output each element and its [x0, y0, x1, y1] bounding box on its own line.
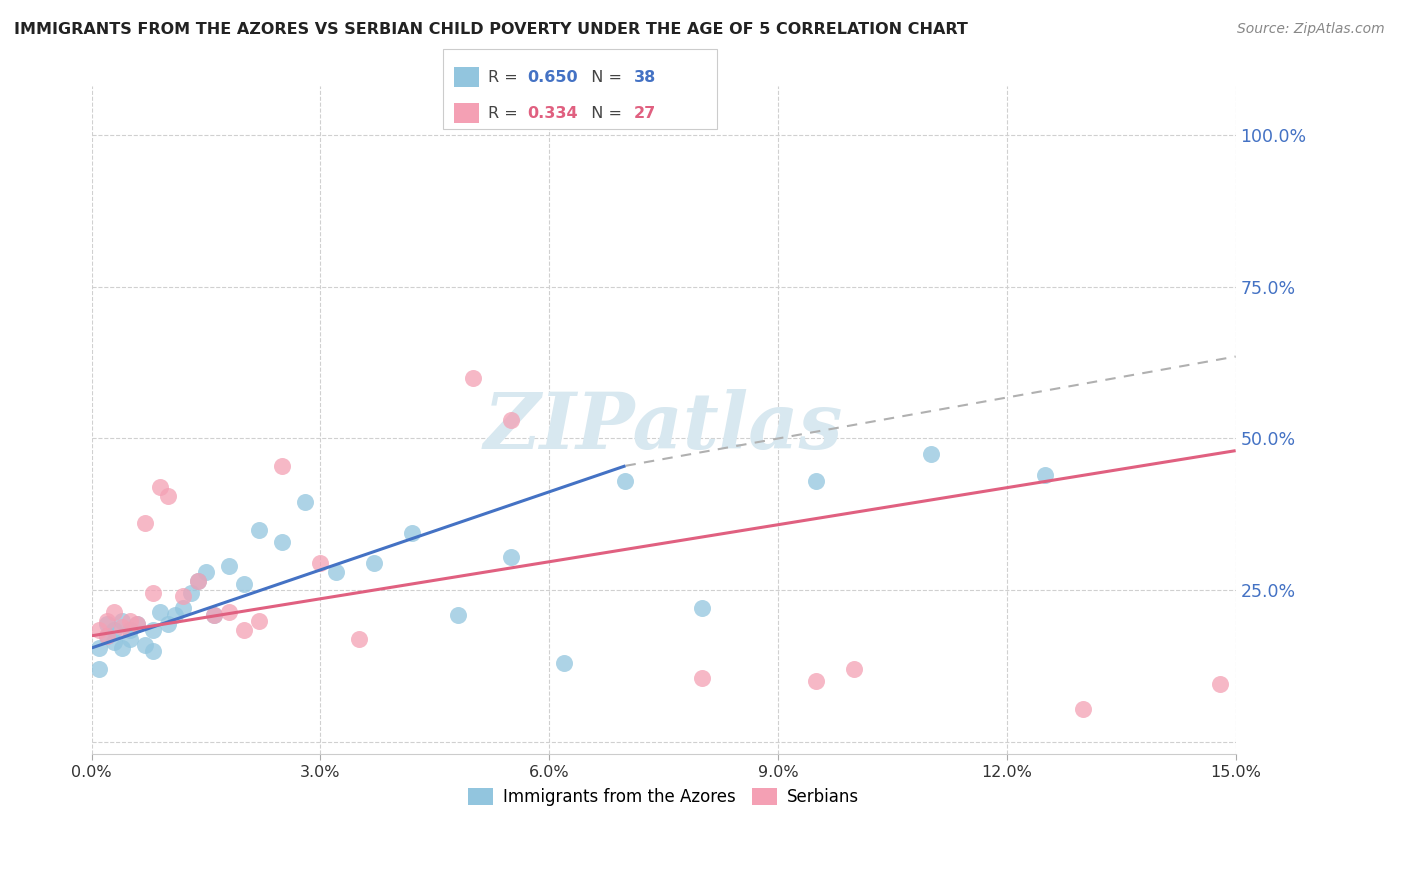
Point	[111, 614, 134, 628]
Point	[96, 614, 118, 628]
Point	[172, 601, 194, 615]
Point	[180, 586, 202, 600]
Point	[142, 644, 165, 658]
Point	[309, 556, 332, 570]
Point	[218, 559, 240, 574]
Point	[118, 623, 141, 637]
Point	[325, 565, 347, 579]
Text: N =: N =	[581, 70, 627, 85]
Point	[103, 635, 125, 649]
Point	[127, 616, 149, 631]
Point	[172, 590, 194, 604]
Point	[499, 413, 522, 427]
Text: Source: ZipAtlas.com: Source: ZipAtlas.com	[1237, 22, 1385, 37]
Point	[690, 671, 713, 685]
Point	[202, 607, 225, 622]
Point	[194, 565, 217, 579]
Point	[142, 623, 165, 637]
Point	[134, 516, 156, 531]
Point	[1209, 677, 1232, 691]
Point	[804, 474, 827, 488]
Point	[363, 556, 385, 570]
Point	[118, 614, 141, 628]
Point	[134, 638, 156, 652]
Point	[218, 605, 240, 619]
Point	[247, 523, 270, 537]
Text: 38: 38	[634, 70, 657, 85]
Text: 27: 27	[634, 106, 657, 120]
Point	[202, 607, 225, 622]
Point	[614, 474, 637, 488]
Point	[89, 640, 111, 655]
Point	[142, 586, 165, 600]
Point	[271, 534, 294, 549]
Point	[844, 662, 866, 676]
Point	[187, 574, 209, 589]
Point	[804, 674, 827, 689]
Point	[96, 616, 118, 631]
Point	[156, 616, 179, 631]
Point	[111, 640, 134, 655]
Point	[118, 632, 141, 646]
Point	[247, 614, 270, 628]
Text: R =: R =	[488, 70, 523, 85]
Text: ZIPatlas: ZIPatlas	[484, 389, 844, 466]
Point	[127, 616, 149, 631]
Point	[165, 607, 187, 622]
Point	[156, 489, 179, 503]
Point	[103, 623, 125, 637]
Point	[89, 662, 111, 676]
Text: R =: R =	[488, 106, 523, 120]
Point	[499, 549, 522, 564]
Point	[149, 605, 172, 619]
Point	[461, 371, 484, 385]
Point	[111, 620, 134, 634]
Point	[1033, 467, 1056, 482]
Point	[96, 629, 118, 643]
Point	[271, 458, 294, 473]
Point	[149, 480, 172, 494]
Point	[690, 601, 713, 615]
Point	[96, 629, 118, 643]
Point	[233, 623, 256, 637]
Text: IMMIGRANTS FROM THE AZORES VS SERBIAN CHILD POVERTY UNDER THE AGE OF 5 CORRELATI: IMMIGRANTS FROM THE AZORES VS SERBIAN CH…	[14, 22, 967, 37]
Point	[920, 447, 942, 461]
Text: N =: N =	[581, 106, 627, 120]
Point	[103, 605, 125, 619]
Point	[1071, 701, 1094, 715]
Point	[89, 623, 111, 637]
Point	[347, 632, 370, 646]
Point	[233, 577, 256, 591]
Point	[447, 607, 470, 622]
Point	[401, 525, 423, 540]
Point	[294, 495, 316, 509]
Text: 0.334: 0.334	[527, 106, 578, 120]
Text: 0.650: 0.650	[527, 70, 578, 85]
Legend: Immigrants from the Azores, Serbians: Immigrants from the Azores, Serbians	[461, 781, 866, 813]
Point	[187, 574, 209, 589]
Point	[553, 656, 575, 670]
